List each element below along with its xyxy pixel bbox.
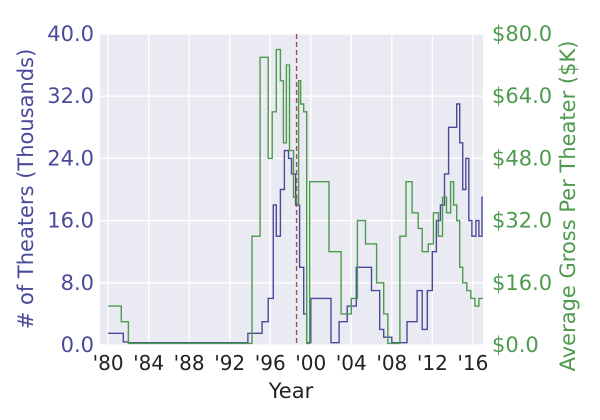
x-tick-label: '12 [417,351,448,375]
left-tick-label: 32.0 [47,84,94,108]
right-tick-label: $0.0 [492,333,539,357]
x-tick-label: '80 [93,351,124,375]
left-axis-ticks: 0.0 8.0 16.0 24.0 32.0 40.0 [47,22,94,357]
right-axis-label: Average Gross Per Theater ($K) [556,41,580,372]
right-axis-ticks: $0.0 $16.0 $32.0 $48.0 $64.0 $80.0 [492,22,552,357]
left-tick-label: 24.0 [47,146,94,170]
x-axis-label: Year [268,379,314,403]
x-tick-label: '00 [295,351,326,375]
left-tick-label: 40.0 [47,22,94,46]
series-line-theaters [108,103,483,344]
x-tick-label: '96 [255,351,286,375]
series-layer [108,48,483,345]
x-tick-label: '88 [174,351,205,375]
x-tick-label: '16 [457,351,488,375]
x-axis-ticks: '80 '84 '88 '92 '96 '00 '04 '08 '12 '16 [93,351,489,375]
series-line-avg-gross [108,48,483,345]
left-axis-label: # of Theaters (Thousands) [14,49,38,330]
plot-background [100,34,483,345]
left-tick-label: 16.0 [47,209,94,233]
right-tick-label: $64.0 [492,84,552,108]
right-tick-label: $80.0 [492,22,552,46]
x-tick-label: '08 [376,351,407,375]
right-tick-label: $48.0 [492,146,552,170]
left-tick-label: 8.0 [61,271,94,295]
left-tick-label: 0.0 [61,333,94,357]
x-tick-label: '04 [336,351,367,375]
x-tick-label: '84 [133,351,164,375]
right-tick-label: $32.0 [492,209,552,233]
right-tick-label: $16.0 [492,271,552,295]
x-tick-label: '92 [214,351,245,375]
